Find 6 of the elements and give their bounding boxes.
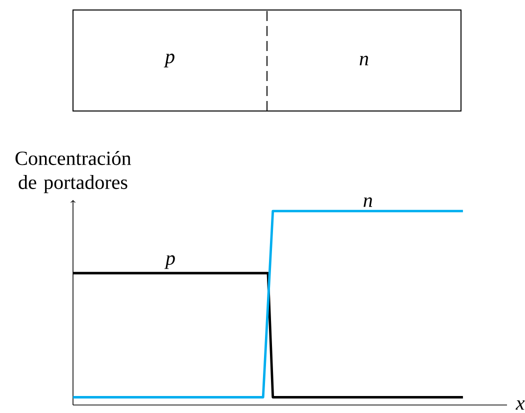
y-axis-title: Concentración de portadores	[16, 150, 132, 194]
x-axis-title: x	[516, 400, 525, 410]
text: n	[360, 56, 368, 66]
text: p	[164, 54, 174, 68]
series-label: n	[364, 197, 372, 207]
series-label: p	[164, 255, 175, 269]
